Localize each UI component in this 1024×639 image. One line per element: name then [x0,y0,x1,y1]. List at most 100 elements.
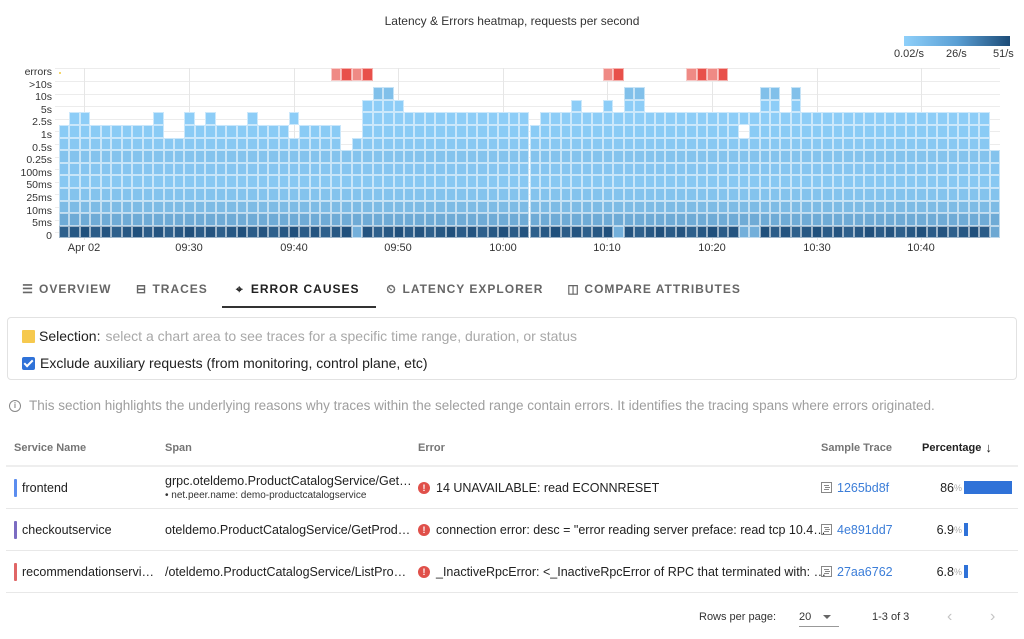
heatmap-cell[interactable] [613,112,624,125]
heatmap-cell[interactable] [153,162,164,176]
heatmap-cell[interactable] [874,175,885,188]
heatmap-cell[interactable] [299,200,310,214]
heatmap-cell[interactable] [686,200,697,214]
heatmap-cell[interactable] [780,137,791,151]
heatmap-cell[interactable] [634,213,645,226]
heatmap-cell[interactable] [351,175,363,188]
heatmap-cell[interactable] [508,137,520,151]
heatmap-cell[interactable] [592,137,603,151]
heatmap-cell[interactable] [393,213,405,226]
heatmap-cell[interactable] [560,112,572,125]
heatmap-cell[interactable] [59,137,70,151]
heatmap-cell[interactable] [59,188,70,201]
heatmap-cell[interactable] [477,225,488,239]
heatmap-cell[interactable] [529,200,540,214]
heatmap-cell[interactable] [905,137,917,151]
heatmap-cell[interactable] [487,125,499,138]
heatmap-cell[interactable] [654,112,666,125]
heatmap-cell[interactable] [278,125,290,138]
heatmap-cell[interactable] [142,213,154,226]
heatmap-cell[interactable] [466,225,478,239]
heatmap-cell[interactable] [958,112,969,125]
heatmap-cell[interactable] [560,162,572,176]
heatmap-cell[interactable] [759,99,770,113]
heatmap-cell[interactable] [675,112,687,125]
heatmap-cell[interactable] [111,125,122,138]
heatmap-cell[interactable] [675,137,687,151]
heatmap-cell[interactable] [958,125,969,138]
heatmap-cell[interactable] [853,213,865,226]
heatmap-cell[interactable] [581,213,593,226]
heatmap-cell[interactable] [822,200,833,214]
heatmap-cell[interactable] [205,137,216,151]
header-service-name[interactable]: Service Name [14,441,87,454]
heatmap-cell[interactable] [299,225,310,239]
heatmap-cell[interactable] [853,188,865,201]
heatmap-cell[interactable] [728,225,739,239]
heatmap-cell[interactable] [853,150,865,163]
heatmap-cell[interactable] [132,125,143,138]
heatmap-cell[interactable] [309,200,321,214]
heatmap-cell[interactable] [602,125,614,138]
heatmap-cell[interactable] [383,225,394,239]
heatmap-cell[interactable] [707,150,718,163]
heatmap-cell[interactable] [592,175,603,188]
heatmap-cell[interactable] [142,175,154,188]
heatmap-cell[interactable] [717,162,729,176]
heatmap-cell[interactable] [100,175,112,188]
heatmap-cell[interactable] [675,188,687,201]
table-row[interactable]: frontend grpc.oteldemo.ProductCatalogServ… [6,467,1018,509]
heatmap-cell[interactable] [769,125,781,138]
heatmap-cell[interactable] [665,112,676,125]
heatmap-cell[interactable] [121,200,133,214]
heatmap-cell[interactable] [194,213,206,226]
heatmap-cell[interactable] [226,175,237,188]
heatmap-cell[interactable] [749,175,760,188]
heatmap-cell[interactable] [247,137,258,151]
heatmap-cell[interactable] [613,213,624,226]
heatmap-cell[interactable] [801,112,812,125]
heatmap-cell[interactable] [142,137,154,151]
heatmap-cell[interactable] [236,213,248,226]
heatmap-cell[interactable] [529,188,540,201]
heatmap-cell[interactable] [707,125,718,138]
heatmap-cell[interactable] [759,87,770,100]
heatmap-cell[interactable] [592,200,603,214]
heatmap-cell[interactable] [174,188,185,201]
heatmap-cell[interactable] [79,162,91,176]
heatmap-cell[interactable] [560,200,572,214]
heatmap-cell[interactable] [602,188,614,201]
heatmap-cell[interactable] [644,150,655,163]
heatmap-cell[interactable] [801,188,812,201]
heatmap-cell[interactable] [163,225,174,239]
heatmap-cell[interactable] [184,162,195,176]
heatmap-cell[interactable] [696,213,708,226]
heatmap-cell[interactable] [247,112,258,125]
heatmap-cell[interactable] [884,225,896,239]
heatmap-cell[interactable] [707,137,718,151]
heatmap-cell[interactable] [728,162,739,176]
heatmap-cell[interactable] [790,188,802,201]
heatmap-cell[interactable] [153,200,164,214]
heatmap-cell[interactable] [926,150,938,163]
heatmap-cell[interactable] [634,112,645,125]
heatmap-cell[interactable] [414,188,425,201]
heatmap-cell[interactable] [947,213,959,226]
heatmap-cell[interactable] [634,225,645,239]
heatmap-cell[interactable] [874,213,885,226]
heatmap-cell[interactable] [153,213,164,226]
heatmap-cell[interactable] [404,162,415,176]
sample-trace-cell[interactable]: 1265bd8f [821,481,889,495]
heatmap-cell[interactable] [174,137,185,151]
heatmap-cell[interactable] [445,225,457,239]
heatmap-cell[interactable] [947,162,959,176]
heatmap-cell[interactable] [341,175,352,188]
heatmap-cell[interactable] [278,213,290,226]
heatmap-cell[interactable] [414,213,425,226]
heatmap-cell[interactable] [247,162,258,176]
heatmap-cell[interactable] [644,162,655,176]
heatmap-cell[interactable] [884,162,896,176]
heatmap-cell[interactable] [979,213,990,226]
heatmap-cell[interactable] [644,125,655,138]
heatmap-cell[interactable] [268,200,279,214]
